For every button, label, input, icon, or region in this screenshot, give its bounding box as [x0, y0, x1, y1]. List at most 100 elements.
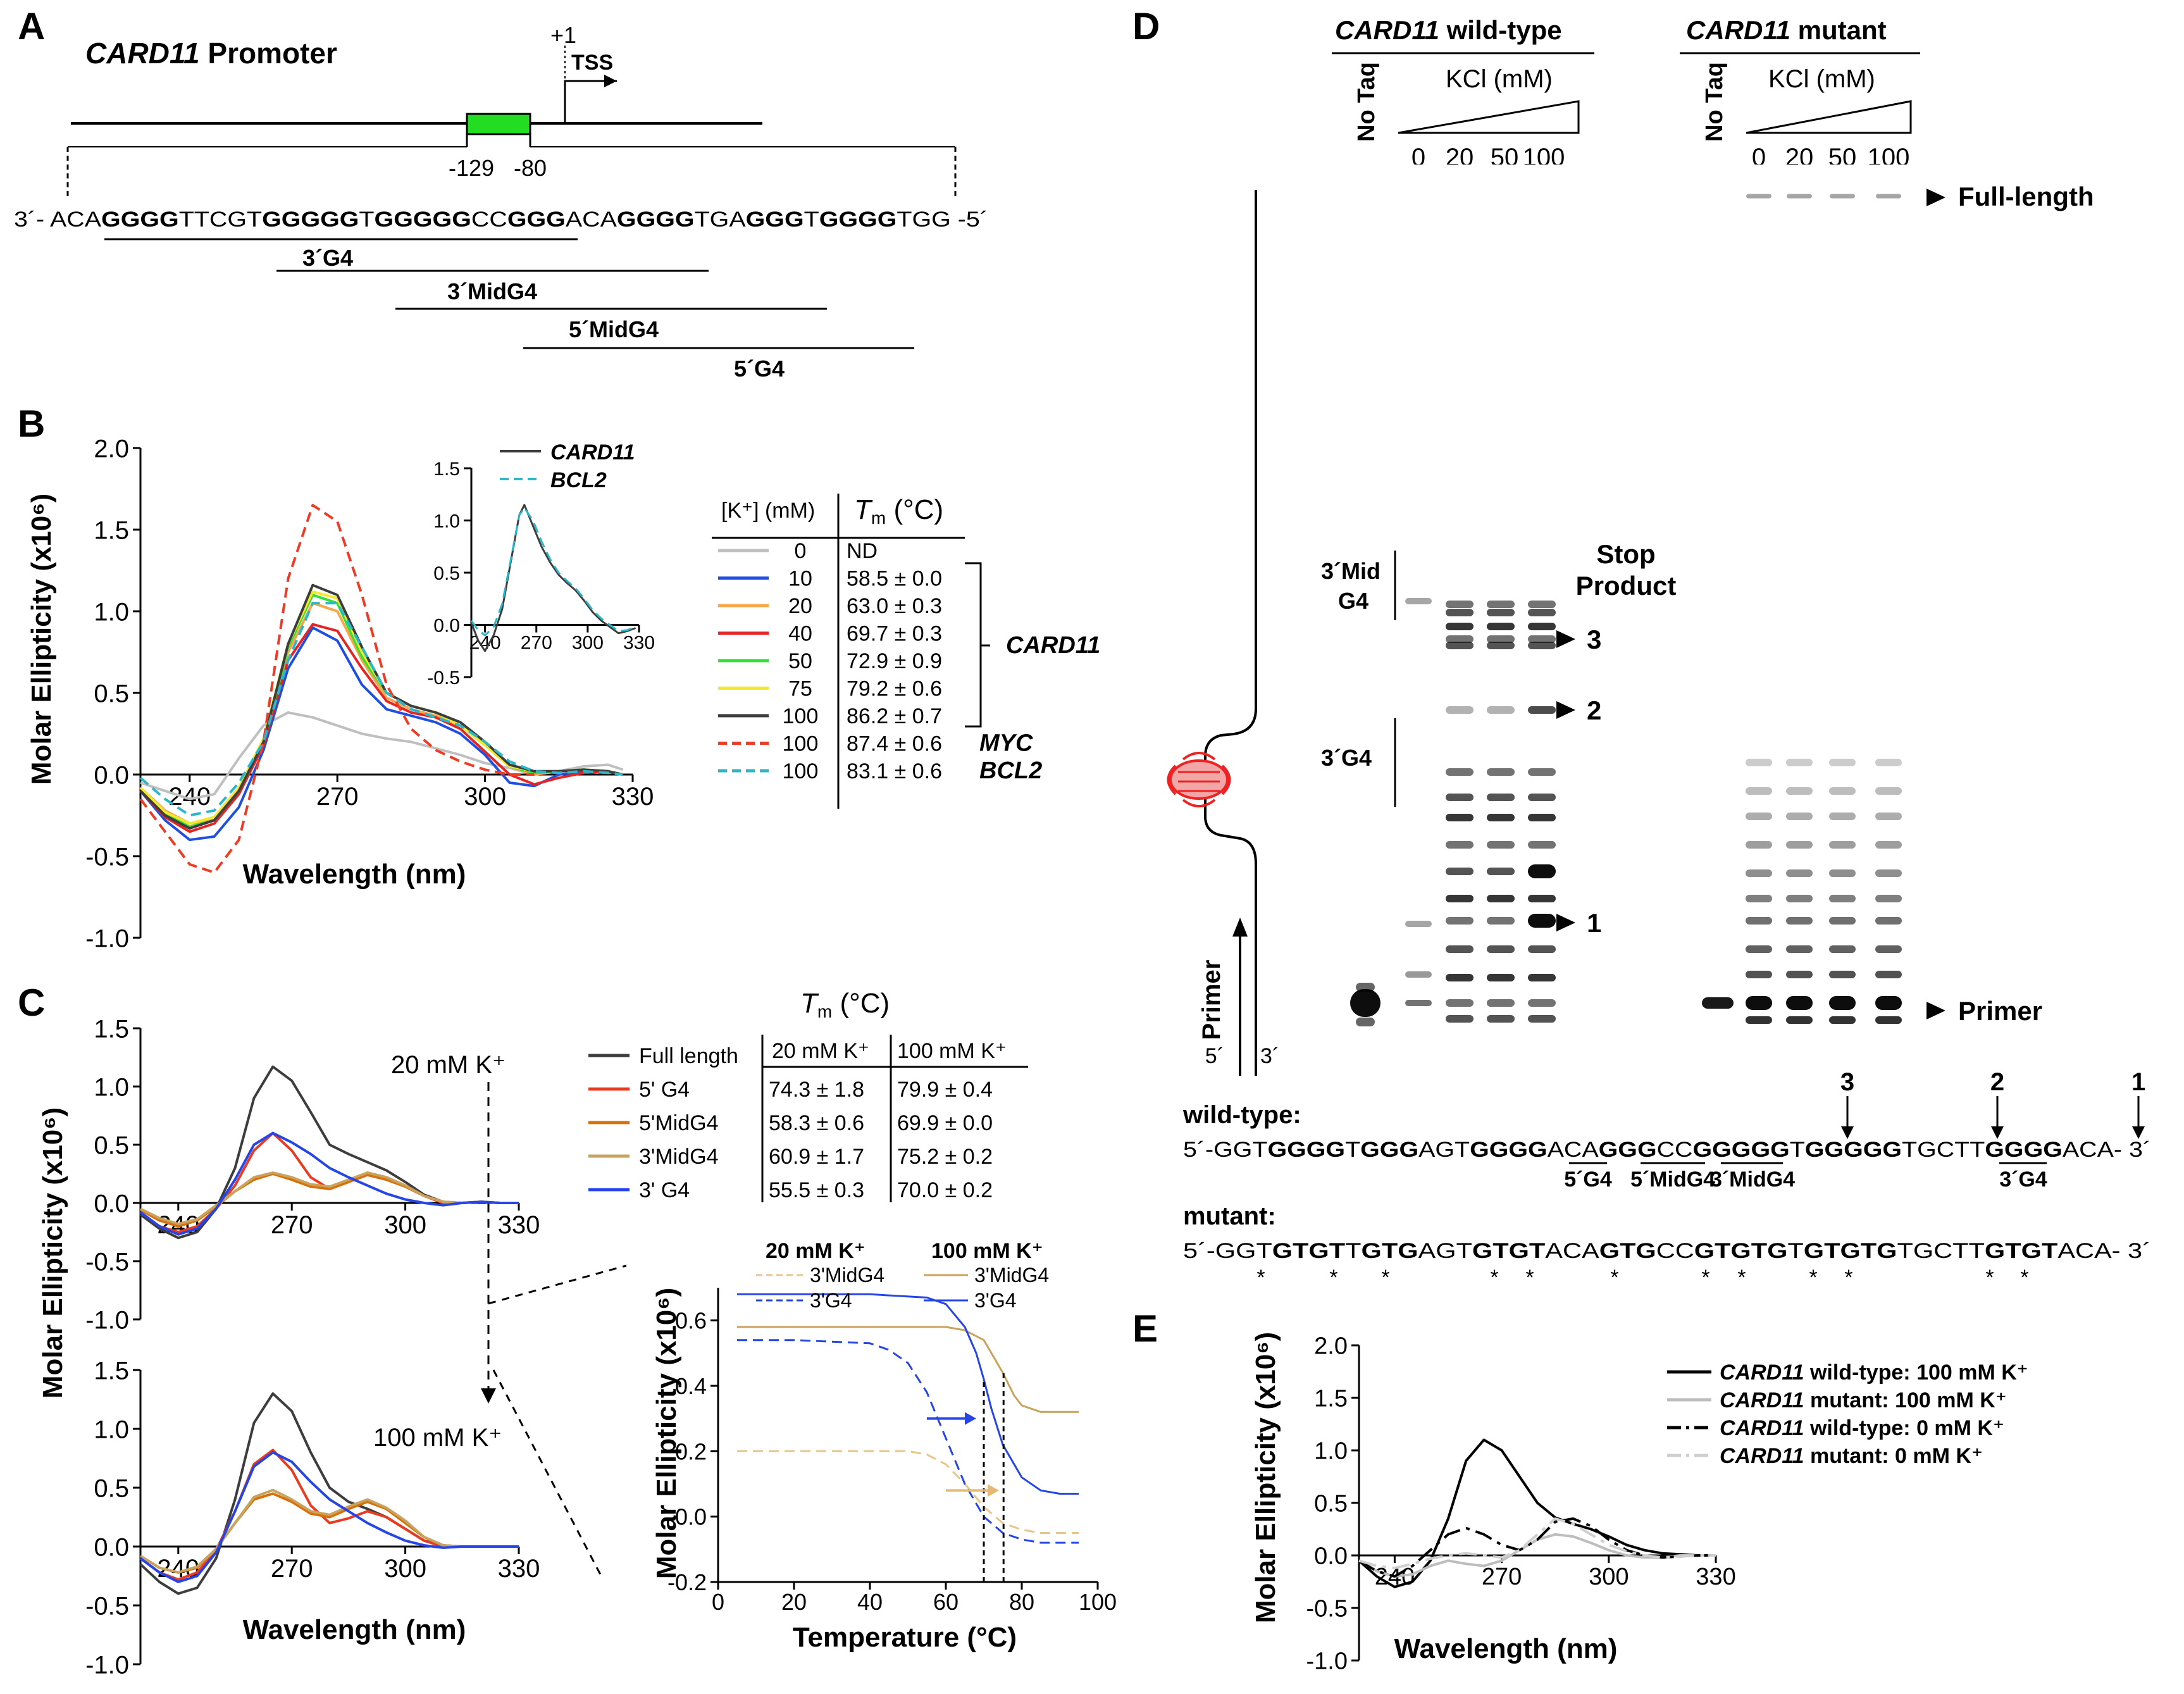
E-xtick-label: 300: [1589, 1564, 1629, 1590]
seq-part: TGCTT: [1897, 1239, 1984, 1263]
b-table-gene-label: MYC: [979, 730, 1033, 757]
segment-label-5midg4: 5´MidG4: [569, 316, 659, 342]
B-main-xtick-label: 300: [464, 783, 506, 811]
gel-band: [1528, 768, 1556, 776]
c-table-20mm: 60.9 ± 1.7: [769, 1145, 864, 1169]
gel-band: [1829, 971, 1856, 978]
mutation-star: *: [1329, 1266, 1337, 1290]
B-main-ytick-label: 2.0: [94, 435, 129, 463]
gel-band: [1446, 601, 1474, 608]
c-label-20mm: 20 mM K⁺: [391, 1051, 506, 1079]
C-20mM-ytick-label: -1.0: [85, 1306, 129, 1334]
seq-arrow-3-label: 3: [1840, 1068, 1854, 1096]
wt-kcl-label: KCl (mM): [1446, 65, 1553, 93]
melt-xlabel: Temperature (°C): [793, 1622, 1017, 1653]
B-inset-xtick-label: 330: [623, 633, 655, 654]
C-20mM-series-3-g4: [139, 1131, 519, 1236]
c-tm-table: Tm (°C) 20 mM K⁺ 100 mM K⁺ Full length 5'…: [588, 988, 1028, 1202]
mutation-star: *: [1381, 1266, 1389, 1290]
mutation-star: *: [1844, 1266, 1852, 1290]
b-table-header-tm-rest: (°C): [886, 494, 943, 525]
C-melt-xtick-label: 80: [1009, 1589, 1034, 1615]
B-inset-ytick-label: 1.5: [433, 459, 460, 480]
gel-band: [1446, 841, 1474, 849]
E-ytick-label: 1.5: [1314, 1386, 1348, 1412]
c-dashed-arrowhead: [481, 1388, 496, 1404]
gel-band: [1446, 706, 1474, 714]
C-melt-series-3-midg4-100-mm-k-: [737, 1326, 1079, 1413]
gel-band: [1746, 945, 1772, 953]
seq-part: T: [1345, 1138, 1360, 1162]
E-ytick-label: 2.0: [1314, 1333, 1348, 1360]
gel-band: [1746, 841, 1772, 849]
gel-band: [1786, 813, 1813, 820]
C-100mM-ytick-label: 1.0: [94, 1416, 129, 1443]
seq-part: ACA- 3´: [2057, 1239, 2151, 1263]
C-melt-ytick-label: 0.0: [675, 1504, 707, 1530]
label-g4: G4: [1338, 588, 1368, 614]
gel-band: [1356, 983, 1375, 992]
gel-band: [1487, 917, 1515, 925]
B-main-ytick-label: 1.5: [94, 516, 129, 544]
panel-label-c: C: [18, 981, 45, 1024]
mutation-star: *: [1985, 1266, 1994, 1290]
e-legend: CARD11 wild-type: 100 mM K⁺CARD11 mutant…: [1667, 1361, 2028, 1468]
g4-icon-loops: [1167, 752, 1231, 807]
gel-band: [1786, 869, 1813, 877]
mut-no-taq: No Taq: [1701, 62, 1728, 142]
b-table-tm: 63.0 ± 0.3: [847, 594, 942, 618]
gel-background: [1338, 165, 1952, 1050]
b-table-bracket: [965, 562, 982, 728]
gel-band: [1829, 841, 1856, 849]
gel-band: [1875, 895, 1902, 902]
label-stop-2: 2: [1587, 695, 1601, 725]
b-table-k: 10: [788, 567, 812, 591]
seq-part: GGGGG: [262, 208, 359, 232]
B-main-series-0-mm: [140, 711, 624, 800]
seq-part: GGGG: [1985, 1138, 2063, 1162]
c-table-name: Full length: [639, 1044, 738, 1068]
B-main-series-myc-100-mm: [139, 504, 535, 874]
template-strand: [1204, 190, 1257, 1057]
gel-band: [1746, 1016, 1772, 1024]
B-inset-ytick-label: 1.0: [433, 511, 460, 532]
e-ylabel: Molar Ellipticity (x10⁶): [1250, 1332, 1281, 1623]
mutation-star: *: [1525, 1266, 1534, 1290]
panel-label-e: E: [1132, 1307, 1158, 1350]
b-ylabel: Molar Ellipticity (x10⁶): [26, 494, 57, 785]
melt-legend-head-20: 20 mM K⁺: [766, 1239, 866, 1263]
E-ytick-label: 0.5: [1314, 1491, 1348, 1517]
melt-ylabel: Molar Ellipticity (x10⁶): [651, 1288, 682, 1579]
c-label-100mm: 100 mM K⁺: [373, 1424, 502, 1452]
gel-title-mut: CARD11 mutant: [1686, 15, 1887, 45]
B-main-series-10-mm: [139, 626, 623, 842]
c-table-100mm: 70.0 ± 0.2: [897, 1178, 993, 1202]
gel-band: [1786, 841, 1813, 849]
b-table-tm: 58.5 ± 0.0: [847, 567, 942, 591]
seq-part: GGGGG: [1805, 1138, 1902, 1162]
gel-band: [1746, 971, 1772, 978]
C-melt-series-3-g4-100-mm-k-: [737, 1293, 1079, 1495]
wt-seq-underlines: 5´G4 5´MidG4 3´MidG4 3´G4: [1564, 1162, 2047, 1192]
gel-band: [1746, 813, 1772, 820]
gel-title-wt-gene: CARD11: [1335, 15, 1439, 45]
gel-band: [1829, 996, 1856, 1010]
b-table-k: 40: [788, 622, 812, 646]
gel-band: [1875, 945, 1902, 953]
gel-band: [1487, 945, 1515, 953]
gel-band: [1786, 1016, 1813, 1024]
gel-band: [1875, 971, 1902, 978]
c-table-20mm: 55.5 ± 0.3: [769, 1178, 864, 1202]
gel-band-full-length: [1746, 194, 1771, 199]
C-20mM-ytick-label: 1.5: [94, 1015, 129, 1043]
gel-band: [1446, 794, 1474, 801]
seq-part: GTG: [1362, 1239, 1418, 1263]
gel-band: [1446, 814, 1474, 821]
melt-legend-text-4: 3'G4: [974, 1289, 1017, 1312]
label-3g4-gel: 3´G4: [1321, 745, 1372, 771]
melt-legend-head-100: 100 mM K⁺: [931, 1239, 1043, 1263]
template-3-prime: 3´: [1260, 1044, 1279, 1068]
gel-band: [1829, 945, 1856, 953]
